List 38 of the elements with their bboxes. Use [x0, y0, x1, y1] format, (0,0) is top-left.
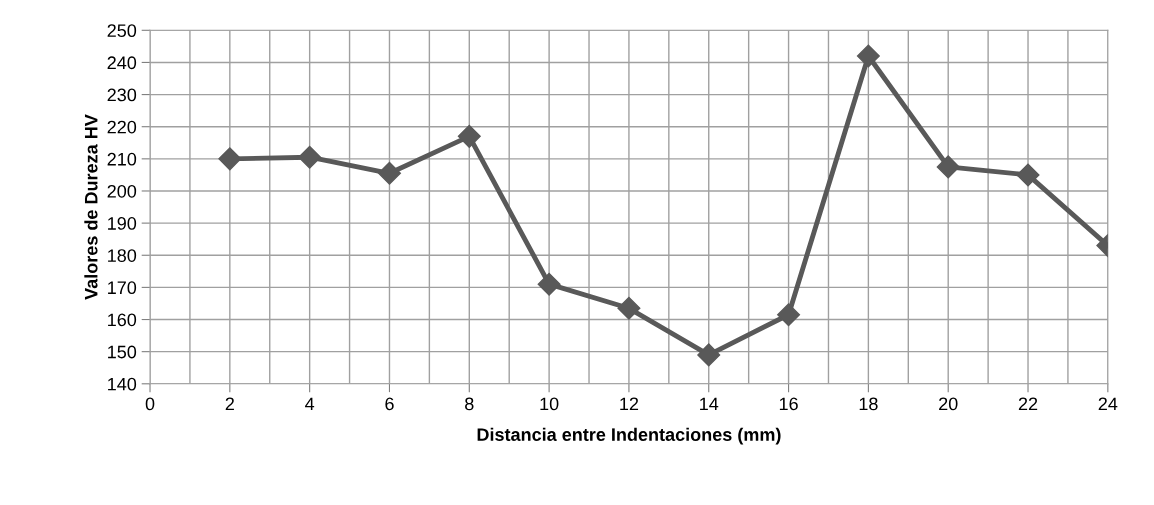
y-tick-label: 210 — [107, 152, 137, 166]
x-tick-label: 16 — [779, 397, 798, 411]
x-tick-label: 8 — [465, 397, 474, 411]
y-tick-label: 140 — [108, 377, 137, 391]
point — [537, 272, 561, 296]
y-axis-title: Valores de Dureza HV — [84, 114, 98, 300]
point — [218, 147, 242, 171]
x-tick-label: 14 — [700, 397, 719, 411]
point — [936, 155, 960, 179]
point — [697, 343, 721, 367]
point — [777, 303, 801, 327]
x-tick-label: 20 — [939, 397, 958, 411]
y-tick-label: 170 — [108, 281, 137, 295]
x-tick-label: 6 — [385, 397, 394, 411]
point — [377, 161, 401, 185]
point — [1016, 163, 1040, 187]
x-tick-label: 2 — [225, 397, 234, 411]
x-tick-label: 12 — [620, 397, 639, 411]
y-tick-label: 240 — [107, 56, 137, 70]
y-tick-label: 160 — [108, 313, 137, 327]
y-tick-label: 230 — [107, 88, 137, 102]
point — [457, 124, 481, 148]
y-tick-label: 190 — [108, 217, 137, 230]
y-tick-label: 180 — [108, 249, 137, 262]
point — [617, 296, 641, 320]
x-tick-label: 0 — [145, 397, 155, 411]
x-tick-label: 4 — [305, 397, 315, 411]
x-tick-label: 24 — [1098, 397, 1118, 411]
y-tick-label: 200 — [107, 184, 137, 198]
x-tick-label: 10 — [540, 397, 559, 411]
point — [298, 145, 322, 169]
x-tick-label: 18 — [859, 397, 878, 411]
y-tick-label: 220 — [107, 120, 137, 134]
x-tick-label: 22 — [1018, 397, 1038, 411]
point — [856, 44, 880, 68]
y-tick-label: 150 — [108, 345, 137, 359]
x-axis-title: Distancia entre Indentaciones (mm) — [477, 427, 781, 445]
y-tick-label: 250 — [107, 24, 137, 38]
